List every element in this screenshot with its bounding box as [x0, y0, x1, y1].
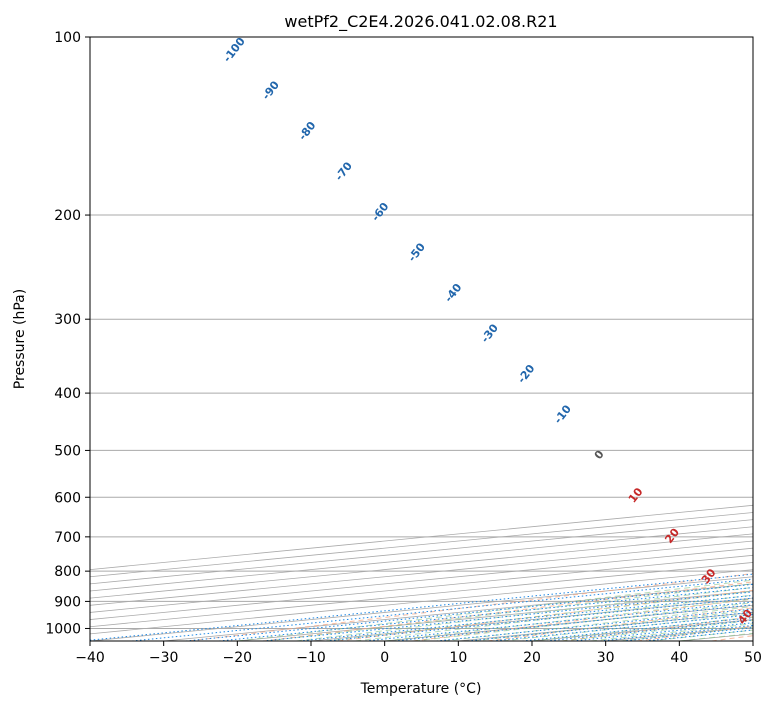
x-tick-label: −20 — [223, 650, 253, 666]
dry-adiabat-label: 30 — [699, 566, 719, 586]
isotherm-line — [90, 504, 753, 570]
y-tick-label: 600 — [54, 490, 81, 506]
x-tick-label: −40 — [75, 650, 105, 666]
isotherm-line — [90, 540, 753, 606]
x-tick-label: 50 — [744, 650, 762, 666]
dry-adiabat-label: -10 — [552, 402, 575, 426]
grid-layer — [90, 37, 753, 641]
x-tick-label: 0 — [380, 650, 389, 666]
y-tick-label: 700 — [54, 530, 81, 546]
isotherm-line — [605, 626, 753, 641]
isotherm-line — [310, 597, 753, 641]
dry-adiabat-label: -50 — [406, 240, 429, 264]
dry-adiabat-label: -70 — [333, 159, 356, 183]
dry-adiabat-label: 20 — [662, 526, 682, 546]
dry-adiabat-label: -90 — [260, 78, 283, 102]
x-axis-label: Temperature (°C) — [360, 681, 482, 697]
x-tick-label: 10 — [449, 650, 467, 666]
x-tick-label: 20 — [523, 650, 541, 666]
mixing-ratio-line — [467, 611, 753, 641]
dry-adiabat-label: -60 — [369, 200, 392, 224]
moist-adiabat-line — [296, 586, 753, 641]
dry-adiabat-line — [338, 589, 753, 641]
isotherm-line — [163, 583, 753, 641]
y-tick-label: 300 — [54, 312, 81, 328]
isotherm-line — [90, 533, 753, 599]
y-tick-label: 800 — [54, 564, 81, 580]
y-tick-label: 100 — [54, 30, 81, 46]
dry-adiabat-line — [562, 616, 753, 641]
isotherm-line — [90, 512, 753, 578]
mixing-ratio-line — [90, 573, 753, 641]
dry-adiabat-label: 10 — [626, 485, 646, 505]
mixing-ratio-line — [394, 604, 753, 641]
moist-adiabat-line — [649, 629, 753, 641]
moist-adiabat-line — [620, 626, 753, 641]
x-tick-label: −10 — [296, 650, 326, 666]
y-tick-label: 500 — [54, 443, 81, 459]
moist-adiabat-line — [266, 583, 753, 641]
moist-adiabat-line — [355, 594, 753, 641]
chart-title: wetPf2_C2E4.2026.041.02.08.R21 — [284, 12, 557, 32]
dry-adiabat-line — [263, 581, 753, 641]
x-tick-label: 40 — [670, 650, 688, 666]
y-axis-label: Pressure (hPa) — [12, 289, 28, 389]
mixing-ratio-line — [131, 578, 753, 641]
moist-adiabat-line — [561, 619, 753, 641]
y-tick-label: 900 — [54, 594, 81, 610]
isotherm-line — [90, 526, 753, 592]
moist-adiabat-line — [325, 590, 753, 641]
dry-adiabat-line — [711, 635, 753, 641]
y-tick-label: 400 — [54, 386, 81, 402]
isotherm-line — [90, 519, 753, 585]
mixing-ratio-line — [492, 614, 753, 641]
dry-adiabat-label: 0 — [592, 448, 607, 462]
dry-adiabat-label: -30 — [479, 321, 502, 345]
annotation-layer: 0.10.20.40.611.52346810131620253036-100-… — [221, 35, 753, 627]
y-tick-label: 1000 — [45, 621, 81, 637]
x-tick-label: 30 — [597, 650, 615, 666]
dry-adiabat-line — [412, 598, 753, 641]
dry-adiabat-line — [188, 573, 753, 641]
moist-adiabat-line — [590, 623, 753, 641]
plot-frame — [89, 36, 754, 642]
isotherm-line — [752, 640, 753, 641]
dry-adiabat-label: -40 — [442, 281, 465, 305]
moist-adiabat-line — [414, 602, 753, 641]
isotherm-line — [90, 569, 753, 635]
x-tick-label: −30 — [149, 650, 179, 666]
axis-layer: −40 −30 −20 −10 0 10 20 30 40 5010020030040050060… — [45, 30, 762, 666]
dry-adiabat-label: -80 — [296, 119, 319, 143]
dry-adiabat-label: -20 — [515, 362, 538, 386]
dry-adiabat-label: -100 — [221, 35, 248, 65]
y-tick-label: 200 — [54, 208, 81, 224]
